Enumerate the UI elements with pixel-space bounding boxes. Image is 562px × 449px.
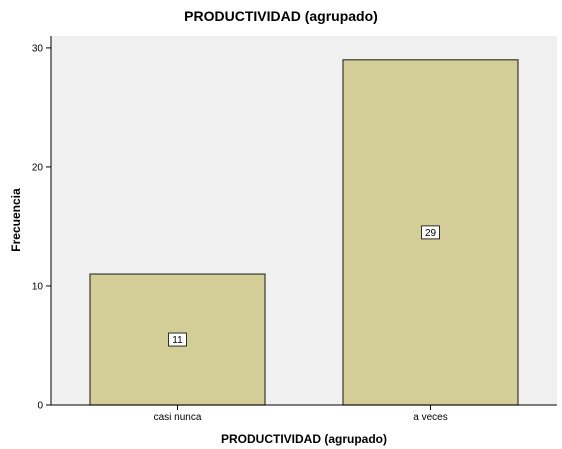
y-tick-label: 0 bbox=[37, 401, 43, 412]
y-tick-label: 30 bbox=[32, 43, 44, 54]
x-tick-label: casi nunca bbox=[154, 412, 202, 423]
y-axis-title: Frecuencia bbox=[9, 188, 23, 252]
data-label-box bbox=[421, 225, 440, 240]
x-tick-label: a veces bbox=[413, 412, 447, 423]
y-tick-label: 20 bbox=[32, 162, 44, 173]
data-label: 11 bbox=[172, 335, 183, 346]
y-tick-label: 10 bbox=[32, 281, 44, 292]
x-axis-ticks: casi nunca a veces bbox=[154, 405, 448, 423]
data-labels-group: 11 29 bbox=[168, 225, 440, 347]
chart-title: PRODUCTIVIDAD (agrupado) bbox=[184, 8, 378, 24]
data-label: 29 bbox=[425, 228, 437, 239]
x-axis-title: PRODUCTIVIDAD (agrupado) bbox=[221, 432, 387, 446]
y-axis-ticks: 0 10 20 30 bbox=[32, 43, 51, 412]
data-label-box bbox=[168, 332, 187, 347]
